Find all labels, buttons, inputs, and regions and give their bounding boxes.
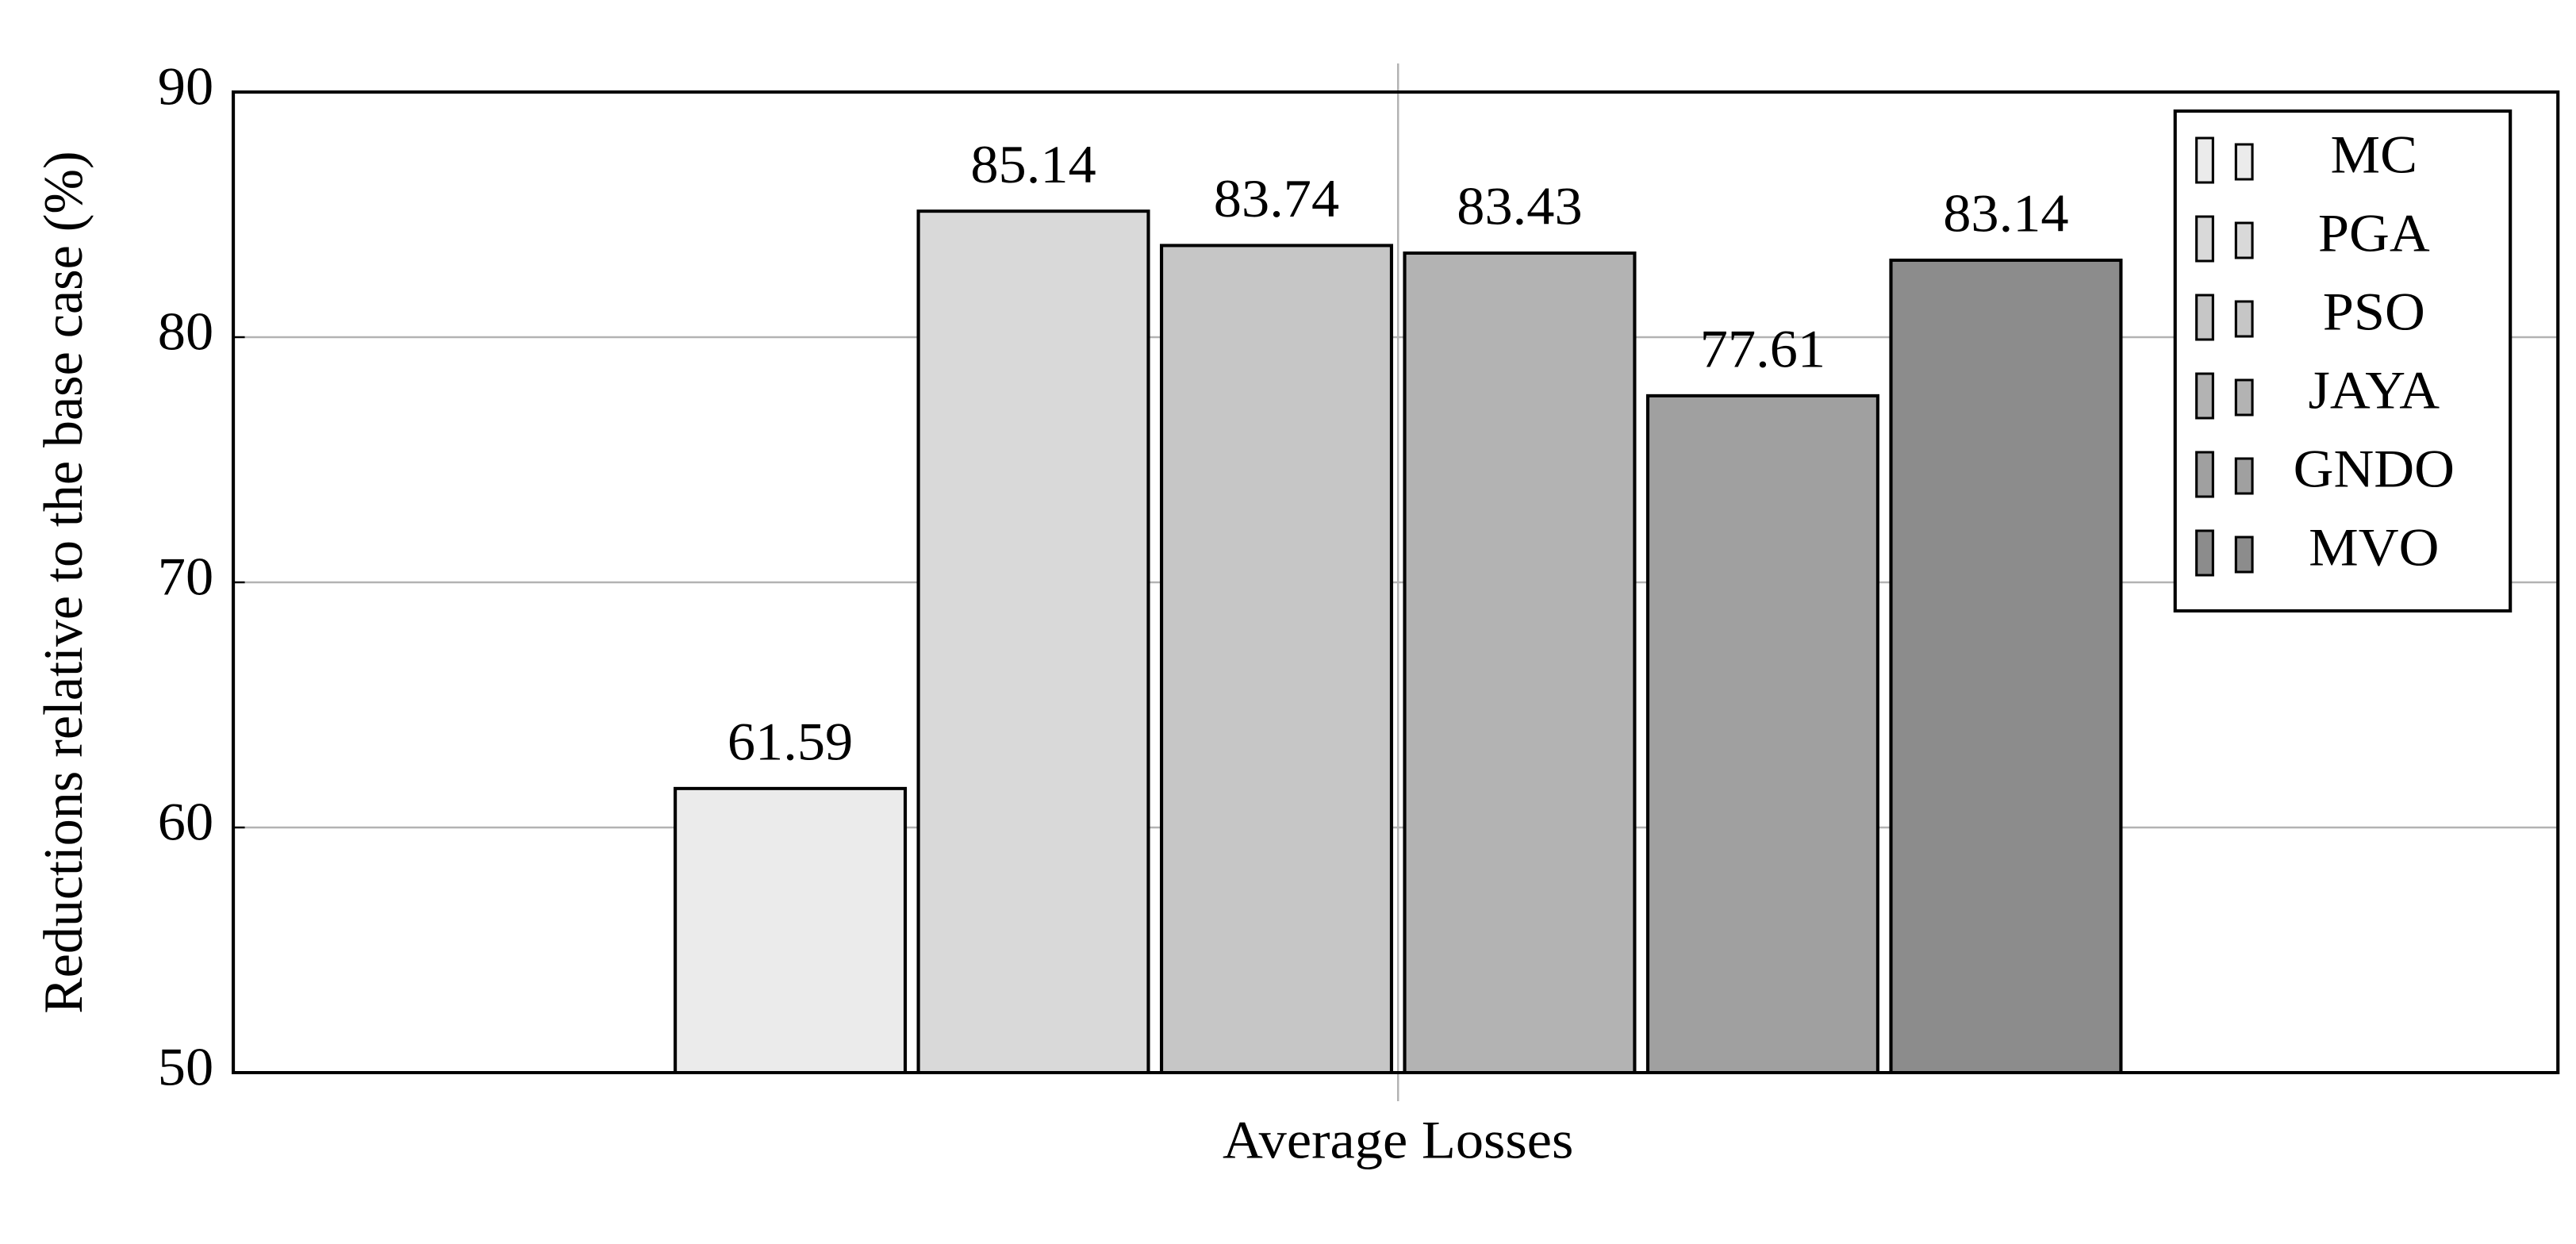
- legend-swatch: [2234, 143, 2254, 181]
- legend-label: PGA: [2318, 203, 2430, 263]
- bar: [1403, 251, 1637, 1075]
- legend-label: MC: [2331, 125, 2418, 185]
- value-label: 85.14: [970, 134, 1096, 194]
- bar: [1159, 244, 1394, 1075]
- value-label: 83.43: [1457, 176, 1582, 236]
- bar: [674, 786, 908, 1075]
- legend-swatch: [2234, 300, 2254, 338]
- bar: [1645, 394, 1879, 1074]
- legend-swatch: [2234, 457, 2254, 495]
- legend-swatch: [2234, 378, 2254, 417]
- value-label: 77.61: [1700, 319, 1825, 379]
- legend-swatch: [2234, 221, 2254, 259]
- x-tick-label: Average Losses: [1223, 1110, 1573, 1170]
- y-tick-label: 50: [158, 1037, 213, 1097]
- legend-label: GNDO: [2294, 439, 2455, 499]
- y-axis-label: Reductions relative to the base case (%): [32, 151, 94, 1013]
- value-label: 61.59: [727, 712, 853, 772]
- legend-swatch: [2195, 529, 2214, 577]
- legend-label: MVO: [2309, 517, 2439, 578]
- legend-swatch: [2195, 294, 2214, 341]
- bar: [1889, 258, 2123, 1074]
- y-tick-label: 80: [158, 301, 213, 362]
- plot-frame: [231, 90, 2560, 1074]
- y-tick-label: 90: [158, 56, 213, 117]
- legend-label: JAYA: [2308, 360, 2440, 420]
- legend-swatch: [2195, 451, 2214, 498]
- value-label: 83.14: [1943, 183, 2068, 244]
- legend-swatch: [2195, 136, 2214, 184]
- value-label: 83.74: [1214, 168, 1339, 228]
- legend-label: PSO: [2323, 282, 2425, 342]
- legend-swatch: [2195, 372, 2214, 420]
- bar: [916, 209, 1150, 1075]
- y-tick-label: 60: [158, 792, 213, 852]
- legend-swatch: [2195, 215, 2214, 263]
- legend-swatch: [2234, 536, 2254, 574]
- legend-box: [2173, 109, 2513, 612]
- y-tick-label: 70: [158, 547, 213, 607]
